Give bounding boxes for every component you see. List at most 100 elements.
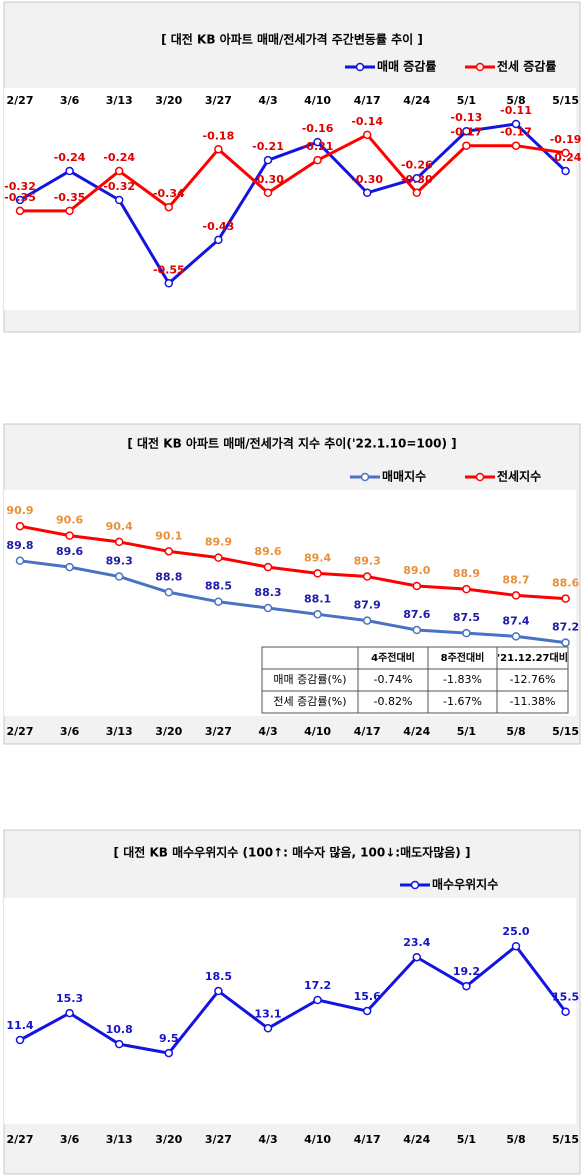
x-tick-label: 4/17 bbox=[354, 725, 381, 738]
legend-marker bbox=[475, 62, 485, 72]
legend-label: 전세 증감률 bbox=[497, 59, 556, 74]
data-point bbox=[263, 562, 273, 572]
data-label: 19.2 bbox=[453, 965, 480, 978]
data-label: 88.1 bbox=[304, 592, 331, 605]
data-point bbox=[511, 591, 521, 600]
data-point bbox=[462, 584, 471, 594]
data-point bbox=[164, 279, 174, 288]
x-tick-label: 4/17 bbox=[354, 1133, 381, 1146]
data-point bbox=[561, 1007, 570, 1016]
data-label: 89.0 bbox=[403, 564, 430, 577]
data-point bbox=[114, 1039, 124, 1049]
x-tick-label: 3/6 bbox=[60, 1133, 80, 1146]
x-tick-label: 5/1 bbox=[457, 1133, 476, 1146]
data-label: -0.13 bbox=[451, 111, 483, 124]
data-point bbox=[412, 625, 422, 635]
x-tick-label: 5/1 bbox=[457, 94, 476, 107]
data-label: -0.21 bbox=[302, 140, 334, 153]
legend-label: 매매 증감률 bbox=[377, 59, 436, 74]
data-point bbox=[214, 986, 223, 996]
data-label: 88.9 bbox=[453, 567, 480, 580]
data-label: 13.1 bbox=[254, 1007, 281, 1020]
table-row-label: 매매 증감률(%) bbox=[273, 673, 346, 686]
data-label: -0.17 bbox=[500, 126, 532, 139]
data-label: 17.2 bbox=[304, 979, 331, 992]
series-line bbox=[19, 122, 567, 285]
x-tick-label: 3/6 bbox=[60, 94, 80, 107]
data-point bbox=[412, 174, 422, 183]
data-label: 89.6 bbox=[56, 545, 83, 558]
legend-label: 매매지수 bbox=[382, 469, 426, 484]
x-tick-label: 4/17 bbox=[354, 94, 381, 107]
data-point bbox=[511, 119, 521, 129]
x-tick-label: 4/10 bbox=[304, 725, 331, 738]
x-tick-label: 4/3 bbox=[258, 725, 277, 738]
data-label: -0.32 bbox=[4, 180, 36, 193]
legend-marker bbox=[355, 62, 365, 72]
data-label: -0.26 bbox=[401, 158, 433, 171]
data-label: -0.35 bbox=[4, 191, 36, 204]
data-point bbox=[462, 141, 471, 150]
data-point bbox=[164, 547, 174, 556]
x-tick-label: 3/20 bbox=[155, 1133, 182, 1146]
data-label: 23.4 bbox=[403, 936, 430, 949]
x-tick-label: 5/8 bbox=[506, 94, 525, 107]
plot-area bbox=[4, 88, 576, 310]
data-label: 88.3 bbox=[254, 586, 281, 599]
data-point bbox=[65, 531, 74, 540]
data-label: 10.8 bbox=[106, 1023, 133, 1036]
x-tick-label: 5/8 bbox=[506, 1133, 525, 1146]
data-point bbox=[214, 597, 223, 606]
data-point bbox=[511, 632, 521, 641]
data-point bbox=[263, 603, 273, 613]
series-line bbox=[19, 524, 566, 601]
data-point bbox=[511, 941, 521, 951]
data-label: 90.4 bbox=[106, 520, 133, 533]
data-label: 90.9 bbox=[6, 504, 33, 517]
data-point bbox=[114, 572, 124, 581]
data-label: 87.4 bbox=[502, 614, 529, 627]
x-tick-label: 4/24 bbox=[403, 725, 430, 738]
chart-title: [ 대전 KB 매수우위지수 (100↑: 매수자 많음, 100↓:매도자많음… bbox=[114, 845, 471, 860]
data-point bbox=[65, 166, 74, 176]
table-cell: -0.74% bbox=[374, 673, 413, 686]
data-label: -0.35 bbox=[54, 191, 86, 204]
data-label: 88.8 bbox=[155, 570, 182, 583]
x-tick-label: 3/20 bbox=[155, 725, 182, 738]
data-point bbox=[511, 141, 521, 150]
data-label: 15.6 bbox=[354, 990, 381, 1003]
data-point bbox=[65, 206, 74, 216]
data-label: 18.5 bbox=[205, 970, 232, 983]
table-cell: -11.38% bbox=[510, 695, 556, 708]
data-point bbox=[15, 1035, 25, 1045]
x-tick-label: 2/27 bbox=[7, 94, 34, 107]
data-label: -0.30 bbox=[252, 173, 284, 186]
data-label: -0.16 bbox=[302, 122, 334, 135]
x-tick-label: 2/27 bbox=[7, 725, 34, 738]
plot-area bbox=[4, 898, 576, 1124]
x-tick-label: 5/8 bbox=[506, 725, 525, 738]
x-tick-label: 3/13 bbox=[106, 94, 133, 107]
data-label: -0.24 bbox=[550, 151, 582, 164]
data-point bbox=[263, 1024, 273, 1033]
data-label: -0.32 bbox=[103, 180, 135, 193]
data-point bbox=[362, 572, 372, 581]
data-label: 25.0 bbox=[502, 925, 529, 938]
x-tick-label: 3/6 bbox=[60, 725, 80, 738]
data-label: 87.2 bbox=[552, 621, 579, 634]
data-label: 88.5 bbox=[205, 580, 232, 593]
data-label: 89.6 bbox=[254, 545, 281, 558]
x-tick-label: 5/15 bbox=[552, 94, 579, 107]
table-header: 4주전대비 bbox=[371, 651, 415, 664]
x-tick-label: 4/24 bbox=[403, 1133, 430, 1146]
data-point bbox=[214, 145, 223, 154]
data-label: -0.55 bbox=[153, 263, 185, 276]
series-line bbox=[20, 133, 566, 213]
data-point bbox=[164, 588, 174, 597]
data-label: 87.6 bbox=[403, 608, 430, 621]
legend-label: 매수우위지수 bbox=[432, 877, 498, 892]
data-point bbox=[164, 1048, 174, 1058]
data-point bbox=[462, 981, 471, 991]
data-label: -0.18 bbox=[203, 129, 235, 142]
